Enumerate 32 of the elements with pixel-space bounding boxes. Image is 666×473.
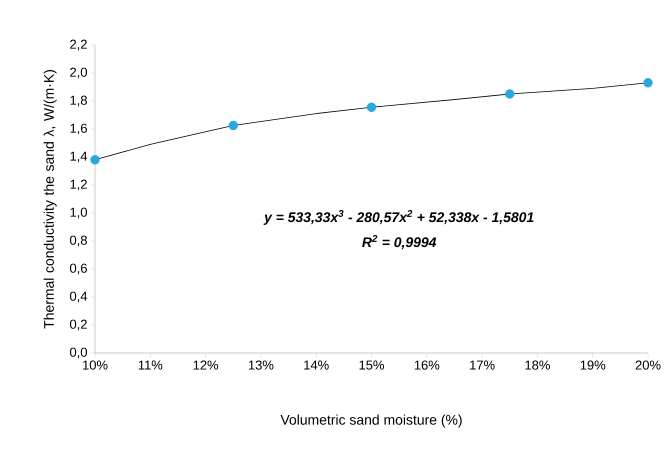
y-tick-label: 0,0	[70, 348, 87, 358]
annotation: y = 533,33x$^{3}$ - 280,57x$^{2}$ + 52,338x - 1,5801	[264, 210, 534, 225]
x-tick-label: 15%	[360, 360, 384, 370]
x-tick-label: 11%	[138, 360, 162, 370]
x-tick-label: 20%	[636, 360, 661, 370]
y-tick-label: 1,2	[70, 180, 87, 190]
y-tick-label: 1,0	[70, 208, 87, 218]
point	[90, 155, 100, 164]
y-tick-label: 1,8	[70, 96, 87, 106]
y-tick-label: 1,4	[70, 152, 88, 162]
point	[643, 78, 653, 88]
point	[366, 102, 376, 112]
y-tick-label: 2,0	[70, 68, 87, 78]
y-tick-label: 0,4	[70, 292, 88, 302]
x-tick-label: 16%	[414, 360, 440, 370]
y-tick-label: 0,2	[70, 320, 87, 330]
y-tick-label: 0,6	[70, 264, 87, 274]
point	[228, 120, 238, 130]
x-axis-title: Volumetric sand moisture (%)	[280, 414, 462, 428]
x-tick-label: 12%	[194, 360, 218, 370]
x-tick-label: 17%	[470, 360, 495, 370]
y-tick-label: 0,8	[70, 236, 87, 246]
x-tick-label: 13%	[248, 360, 274, 370]
annotation: R$^{2}$ = 0,9994	[362, 235, 436, 250]
y-tick-label: 1,6	[70, 124, 87, 134]
x-tick-label: 14%	[304, 360, 329, 370]
x-tick-label: 18%	[525, 360, 550, 370]
y-tick-label: 2,2	[70, 40, 87, 50]
y-axis-title: Thermal conductivity the sand λ, W/(m·K)	[44, 70, 57, 328]
point	[505, 89, 514, 99]
x-tick-label: 19%	[580, 360, 606, 370]
x-tick-label: 10%	[83, 360, 108, 370]
